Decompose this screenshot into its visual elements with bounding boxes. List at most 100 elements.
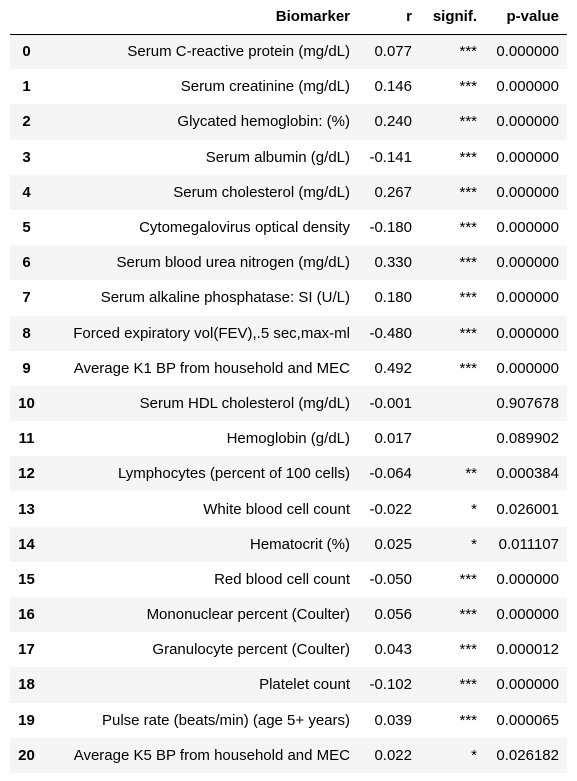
cell-r: 0.240 [374, 113, 412, 131]
table-row: 0 Serum C-reactive protein (mg/dL) 0.077 **… [10, 34, 567, 70]
column-header-signif: signif. [420, 0, 485, 35]
cell-pvalue: 0.000000 [496, 359, 559, 377]
row-index: 2 [22, 113, 31, 131]
cell-signif: *** [459, 359, 477, 377]
cell-biomarker: Lymphocytes (percent of 100 cells) [117, 465, 350, 483]
cell-r: 0.025 [374, 535, 412, 553]
table-row: 4 Serum cholesterol (mg/dL) 0.267 *** 0.0000… [10, 174, 567, 210]
cell-r: 0.267 [374, 183, 412, 201]
cell-biomarker: Glycated hemoglobin: (%) [177, 113, 350, 131]
cell-pvalue: 0.000065 [496, 711, 559, 729]
cell-r: 0.146 [374, 78, 412, 96]
table-row: 14 Hematocrit (%) 0.025 * 0.011107 [10, 526, 567, 562]
cell-signif: * [471, 535, 477, 553]
row-index: 17 [18, 641, 35, 659]
cell-pvalue: 0.000000 [496, 78, 559, 96]
table-row: 10 Serum HDL cholesterol (mg/dL) -0.001 0.9… [10, 385, 567, 422]
cell-r: -0.480 [369, 324, 412, 342]
cell-pvalue: 0.089902 [496, 430, 559, 448]
cell-biomarker: Hemoglobin (g/dL) [226, 430, 350, 448]
table-row: 19 Pulse rate (beats/min) (age 5+ years) 0… [10, 702, 567, 738]
row-index: 5 [22, 219, 31, 237]
column-header-biomarker: Biomarker [43, 0, 358, 35]
cell-signif: *** [459, 148, 477, 166]
cell-r: 0.330 [374, 254, 412, 272]
cell-biomarker: Mononuclear percent (Coulter) [146, 606, 350, 624]
row-index: 13 [18, 500, 35, 518]
table-row: 3 Serum albumin (g/dL) -0.141 *** 0.000000 [10, 139, 567, 175]
column-header-index [10, 0, 43, 35]
cell-signif [420, 386, 485, 421]
dataframe-table: Biomarker r signif. p-value 0 Serum C-rea… [10, 0, 567, 773]
cell-biomarker: Platelet count [259, 676, 350, 694]
row-index: 4 [22, 183, 31, 201]
cell-biomarker: Serum blood urea nitrogen (mg/dL) [116, 254, 350, 272]
cell-pvalue: 0.000384 [496, 465, 559, 483]
cell-r: -0.102 [369, 676, 412, 694]
cell-r: -0.001 [369, 394, 412, 412]
cell-pvalue: 0.907678 [496, 394, 559, 412]
cell-pvalue: 0.011107 [498, 535, 559, 553]
row-index: 18 [18, 676, 35, 694]
cell-biomarker: Serum cholesterol (mg/dL) [173, 183, 350, 201]
cell-biomarker: Pulse rate (beats/min) (age 5+ years) [101, 711, 350, 729]
cell-biomarker: Average K5 BP from household and MEC [73, 746, 350, 764]
table-row: 16 Mononuclear percent (Coulter) 0.056 *** 0… [10, 597, 567, 633]
cell-biomarker: Serum alkaline phosphatase: SI (U/L) [100, 289, 350, 307]
cell-signif: *** [459, 113, 477, 131]
table-row: 13 White blood cell count -0.022 * 0.026001 [10, 491, 567, 527]
cell-biomarker: Granulocyte percent (Coulter) [152, 641, 350, 659]
cell-signif: *** [459, 254, 477, 272]
cell-pvalue: 0.026182 [496, 746, 559, 764]
cell-r: -0.141 [369, 148, 412, 166]
table-row: 8 Forced expiratory vol(FEV),.5 sec,max-m… [10, 315, 567, 351]
table-row: 7 Serum alkaline phosphatase: SI (U/L) 0.1… [10, 280, 567, 316]
cell-signif: *** [459, 711, 477, 729]
cell-r: 0.017 [374, 430, 412, 448]
row-index: 7 [22, 289, 31, 307]
cell-pvalue: 0.000000 [496, 183, 559, 201]
cell-biomarker: Red blood cell count [214, 570, 350, 588]
cell-biomarker: White blood cell count [203, 500, 350, 518]
table-row: 20 Average K5 BP from household and MEC 0.… [10, 737, 567, 773]
cell-pvalue: 0.026001 [496, 500, 559, 518]
column-header-r: r [358, 0, 420, 35]
cell-biomarker: Serum C-reactive protein (mg/dL) [127, 43, 350, 61]
table-row: 11 Hemoglobin (g/dL) 0.017 0.089902 [10, 421, 567, 457]
table-row: 9 Average K1 BP from household and MEC 0.4… [10, 350, 567, 386]
cell-signif: *** [459, 606, 477, 624]
row-index: 10 [18, 394, 35, 412]
row-index: 16 [18, 606, 35, 624]
column-header-pvalue: p-value [485, 0, 567, 35]
cell-pvalue: 0.000000 [496, 254, 559, 272]
cell-pvalue: 0.000000 [496, 43, 559, 61]
row-index: 11 [18, 430, 35, 448]
cell-r: -0.022 [369, 500, 412, 518]
cell-signif: *** [459, 43, 477, 61]
table-row: 17 Granulocyte percent (Coulter) 0.043 *** 0… [10, 632, 567, 668]
cell-pvalue: 0.000000 [496, 324, 559, 342]
cell-r: 0.043 [374, 641, 412, 659]
cell-signif: * [471, 746, 477, 764]
row-index: 6 [22, 254, 31, 272]
cell-biomarker: Forced expiratory vol(FEV),.5 sec,max-ml [73, 324, 350, 342]
table-row: 6 Serum blood urea nitrogen (mg/dL) 0.330 *… [10, 245, 567, 281]
cell-r: 0.492 [374, 359, 412, 377]
cell-biomarker: Serum HDL cholesterol (mg/dL) [139, 394, 350, 412]
table-row: 2 Glycated hemoglobin: (%) 0.240 *** 0.00000… [10, 104, 567, 140]
cell-r: 0.077 [374, 43, 412, 61]
row-index: 14 [18, 535, 35, 553]
table-row: 12 Lymphocytes (percent of 100 cells) -0.0… [10, 456, 567, 492]
cell-pvalue: 0.000000 [496, 219, 559, 237]
cell-signif: *** [459, 641, 477, 659]
table-row: 15 Red blood cell count -0.050 *** 0.000000 [10, 561, 567, 597]
cell-pvalue: 0.000000 [496, 289, 559, 307]
row-index: 1 [22, 78, 31, 96]
table-row: 1 Serum creatinine (mg/dL) 0.146 *** 0.00000… [10, 69, 567, 105]
cell-pvalue: 0.000012 [496, 641, 559, 659]
cell-pvalue: 0.000000 [496, 606, 559, 624]
cell-signif: * [471, 500, 477, 518]
row-index: 12 [18, 465, 35, 483]
cell-r: 0.022 [374, 746, 412, 764]
